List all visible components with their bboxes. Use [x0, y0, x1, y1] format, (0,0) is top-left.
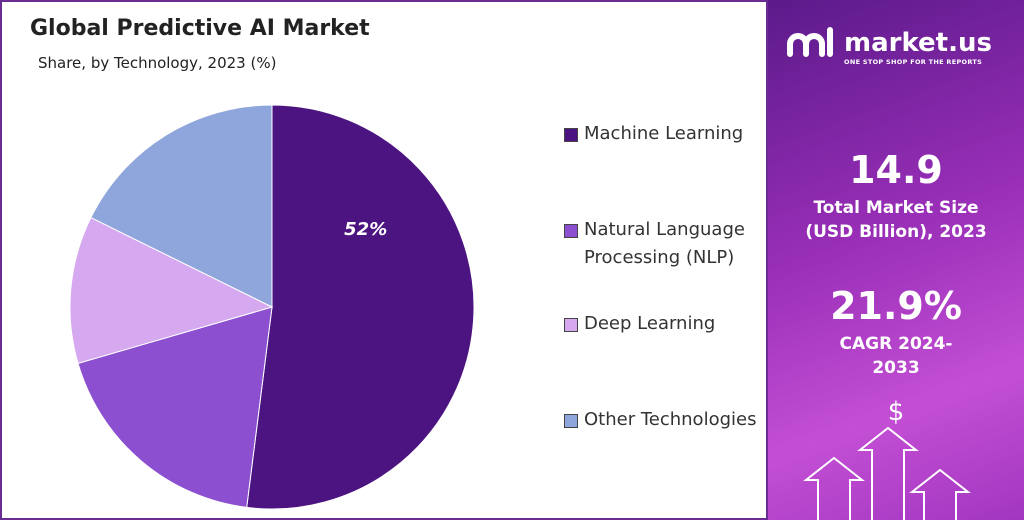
- legend-swatch: [564, 224, 578, 238]
- pie-slice: [246, 104, 475, 510]
- data-label: 52%: [344, 219, 387, 240]
- legend-label: Machine Learning: [584, 123, 744, 144]
- chart-title: Global Predictive AI Market: [30, 16, 370, 41]
- stat-value: 14.9: [849, 148, 943, 192]
- chart-subtitle: Share, by Technology, 2023 (%): [38, 54, 277, 72]
- chart-panel: Global Predictive AI Market Share, by Te…: [0, 0, 768, 520]
- pie-slice: [69, 216, 274, 364]
- legend-item: Other Technologies: [564, 406, 764, 434]
- arrows: $: [803, 397, 971, 520]
- legend-item: Machine Learning: [564, 120, 764, 148]
- pie-chart: 52%: [69, 104, 475, 510]
- legend-label: Deep Learning: [584, 313, 716, 334]
- legend-swatch: [564, 128, 578, 142]
- brand: market.us: [844, 28, 992, 58]
- sidebar-decor: $: [787, 27, 971, 520]
- tagline: ONE STOP SHOP FOR THE REPORTS: [844, 58, 983, 66]
- legend-label: Other Technologies: [584, 409, 757, 430]
- legend-item: Deep Learning: [564, 310, 764, 338]
- stat-label: Total Market Size (USD Billion), 2023: [805, 198, 987, 242]
- pie-slice: [90, 104, 273, 308]
- stat-value: 21.9%: [830, 284, 962, 328]
- legend-label: Natural Language Processing (NLP): [584, 219, 745, 268]
- pie-slice: [77, 306, 273, 508]
- legend-item: Natural Language Processing (NLP): [564, 216, 764, 272]
- svg-text:$: $: [888, 397, 905, 427]
- legend-swatch: [564, 318, 578, 332]
- stat-label: CAGR 2024-2033: [839, 334, 953, 378]
- logo-icon: [787, 27, 833, 57]
- sidebar: $ market.us ONE STOP SHOP FOR THE REPORT…: [768, 0, 1024, 520]
- legend-swatch: [564, 414, 578, 428]
